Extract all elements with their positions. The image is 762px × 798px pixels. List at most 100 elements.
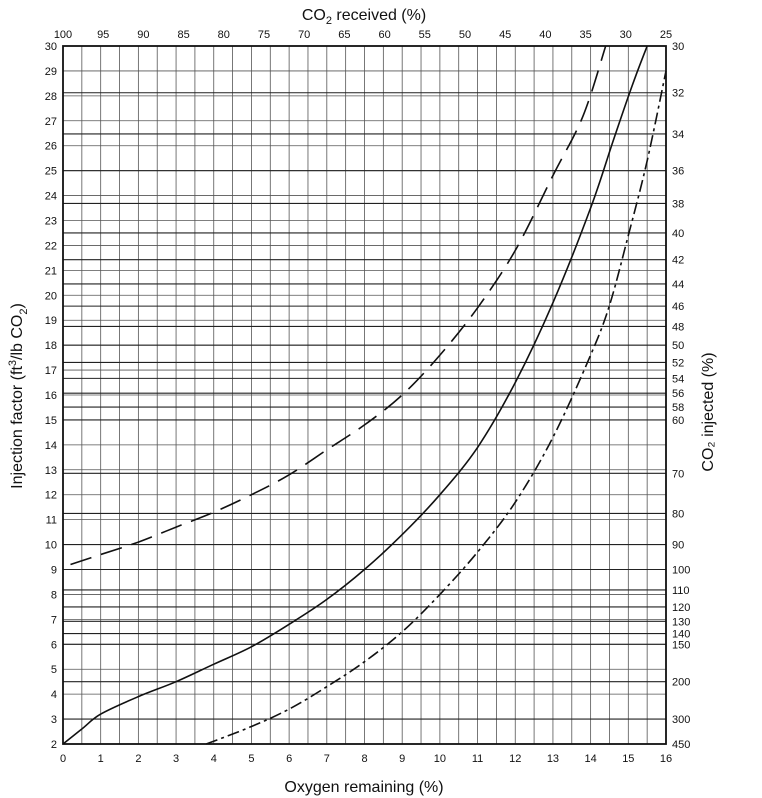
y-tick-label: 6 [51,639,57,651]
x-tick-label: 2 [135,753,141,765]
series-line-solid [62,45,648,745]
top-tick-label: 35 [579,29,591,41]
right-tick-label: 130 [672,616,690,628]
right-tick-label: 50 [672,340,684,352]
y-tick-label: 21 [45,265,57,277]
top-tick-label: 75 [258,29,270,41]
x-tick-label: 14 [585,753,597,765]
right-tick-label: 44 [672,279,684,291]
y-tick-label: 7 [51,614,57,626]
top-tick-label: 40 [539,29,551,41]
y-tick-label: 24 [45,191,57,203]
y-tick-label: 8 [51,589,57,601]
x-tick-label: 7 [324,753,330,765]
y-tick-label: 29 [45,66,57,78]
x-tick-label: 6 [286,753,292,765]
top-tick-label: 55 [419,29,431,41]
top-tick-label: 80 [218,29,230,41]
right-tick-label: 34 [672,129,684,141]
right-tick-label: 70 [672,468,684,480]
y-tick-label: 10 [45,540,57,552]
top-tick-label: 70 [298,29,310,41]
right-axis-title: CO₂ injected (%) [700,352,717,471]
right-tick-label: 140 [672,629,690,641]
right-tick-label: 300 [672,714,690,726]
right-tick-label: 80 [672,508,684,520]
right-tick-label: 54 [672,373,684,385]
y-tick-label: 2 [51,739,57,751]
plot-frame [62,45,667,745]
y-tick-label: 30 [45,41,57,53]
y-tick-label: 11 [46,515,57,527]
right-tick-label: 46 [672,301,684,313]
right-tick-label: 36 [672,166,684,178]
x-tick-label: 13 [547,753,559,765]
right-tick-label: 42 [672,255,684,267]
top-tick-label: 65 [338,29,350,41]
right-tick-label: 200 [672,677,690,689]
x-tick-label: 16 [660,753,672,765]
right-tick-label: 100 [672,565,690,577]
y-tick-label: 4 [51,689,57,701]
right-tick-label: 450 [672,739,690,751]
top-tick-label: 30 [620,29,632,41]
y-tick-label: 17 [45,365,57,377]
right-tick-label: 58 [672,402,684,414]
y-tick-label: 20 [45,290,57,302]
y-tick-label: 19 [45,315,57,327]
y-tick-label: 15 [45,415,57,427]
right-tick-label: 32 [672,88,684,100]
y-tick-label: 22 [45,240,57,252]
top-tick-label: 85 [177,29,189,41]
x-tick-label: 15 [622,753,634,765]
top-tick-label: 25 [660,29,672,41]
x-tick-label: 4 [211,753,217,765]
y-tick-label: 16 [45,390,57,402]
x-axis-title: Oxygen remaining (%) [284,779,443,796]
top-tick-label: 90 [137,29,149,41]
top-tick-label: 100 [54,29,72,41]
tick-labels: 0 1 2 3 4 5 6 7 8 9 10 11 12 13 14 15 162345678910111213… [45,29,691,765]
right-tick-label: 40 [672,228,684,240]
x-tick-label: 0 [60,753,66,765]
curves [62,45,667,745]
right-tick-label: 120 [672,602,690,614]
top-tick-label: 60 [378,29,390,41]
right-tick-label: 60 [672,415,684,427]
grid [62,45,667,745]
right-tick-label: 48 [672,321,684,333]
x-tick-label: 3 [173,753,179,765]
x-tick-label: 11 [472,753,483,765]
x-tick-label: 12 [509,753,521,765]
y-tick-label: 12 [45,490,57,502]
y-tick-label: 14 [45,440,57,452]
x-tick-label: 5 [248,753,254,765]
y-tick-label: 23 [45,216,57,228]
y-tick-label: 25 [45,166,57,178]
top-axis-title: CO2 received (%) [302,7,426,27]
x-tick-label: 1 [98,753,104,765]
right-tick-label: 38 [672,198,684,210]
x-tick-label: 9 [399,753,405,765]
y-tick-label: 13 [45,465,57,477]
right-tick-label: 30 [672,41,684,53]
x-tick-label: 8 [361,753,367,765]
y-axis-title: Injection factor (ft3/lb CO2) [7,303,30,489]
y-tick-label: 3 [51,714,57,726]
right-tick-label: 90 [672,540,684,552]
x-tick-label: 10 [434,753,446,765]
series-line-dash-dot [205,70,667,745]
y-tick-label: 28 [45,91,57,103]
y-tick-label: 27 [45,116,57,128]
y-tick-label: 9 [51,565,57,577]
top-tick-label: 45 [499,29,511,41]
top-tick-label: 50 [459,29,471,41]
right-tick-label: 150 [672,639,690,651]
y-tick-label: 26 [45,141,57,153]
series-line-long-dash [70,45,607,566]
y-tick-label: 5 [51,664,57,676]
top-tick-label: 95 [97,29,109,41]
right-tick-label: 110 [672,585,690,597]
right-tick-label: 52 [672,357,684,369]
